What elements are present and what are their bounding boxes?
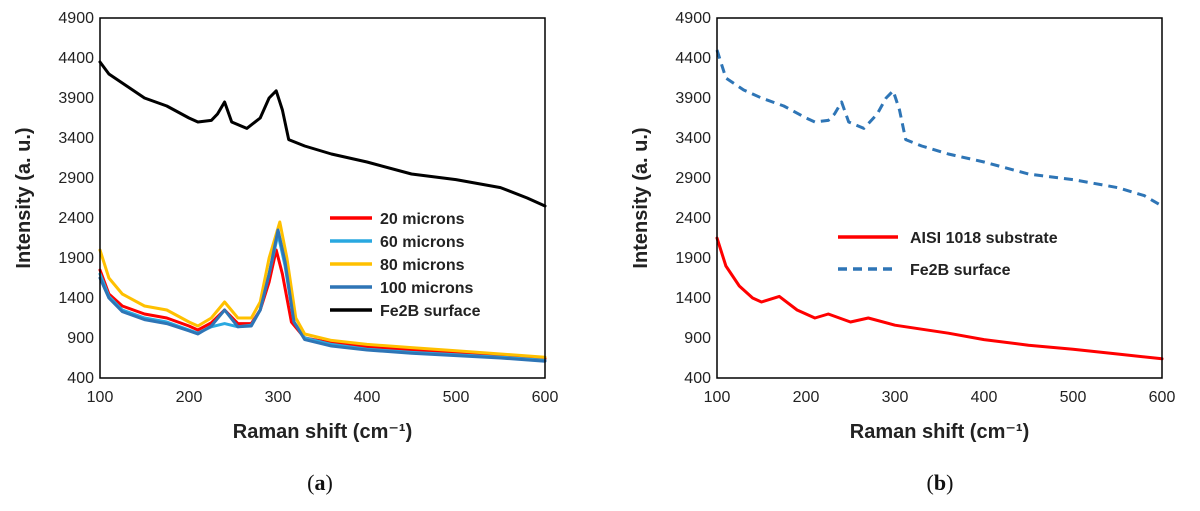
legend-label: 20 microns <box>380 211 465 228</box>
series-line-aisi-1018-substrate <box>715 236 1164 361</box>
plot-frame <box>99 17 546 379</box>
x-tick-label: 500 <box>1060 389 1087 406</box>
x-axis-label: Raman shift (cm⁻¹) <box>850 421 1029 443</box>
series-line-80-microns <box>98 220 547 359</box>
y-tick-label: 4900 <box>675 10 711 27</box>
y-tick-label: 3900 <box>675 90 711 107</box>
legend-label: 80 microns <box>380 257 465 274</box>
series-line-100-microns <box>98 228 547 363</box>
y-tick-label: 1900 <box>58 250 94 267</box>
y-tick-label: 400 <box>67 370 94 387</box>
y-tick-label: 400 <box>684 370 711 387</box>
x-tick-label: 100 <box>87 389 114 406</box>
y-tick-label: 4400 <box>675 50 711 67</box>
x-axis-label: Raman shift (cm⁻¹) <box>233 421 412 443</box>
series-line-fe2b-surface <box>715 49 1163 208</box>
caption-letter: a <box>315 470 326 495</box>
x-tick-label: 200 <box>793 389 820 406</box>
y-tick-label: 3900 <box>58 90 94 107</box>
x-tick-label: 600 <box>1149 389 1176 406</box>
y-tick-label: 900 <box>67 330 94 347</box>
chart-panel-a: 400 900 1400 1900 2400 2900 3400 3900 4400 4900 10… <box>13 10 558 495</box>
y-tick-label: 4400 <box>58 50 94 67</box>
y-tick-label: 3400 <box>58 130 94 147</box>
x-tick-label: 400 <box>354 389 381 406</box>
x-tick-label: 600 <box>532 389 559 406</box>
panel-caption: (a) <box>307 470 333 495</box>
legend-label: 60 microns <box>380 234 465 251</box>
y-tick-label: 2400 <box>675 210 711 227</box>
y-tick-label: 900 <box>684 330 711 347</box>
legend-label: Fe2B surface <box>910 262 1011 279</box>
caption-close: ) <box>326 470 333 495</box>
legend-label: 100 microns <box>380 280 473 297</box>
panel-caption: (b) <box>927 470 954 495</box>
y-tick-label: 4900 <box>58 10 94 27</box>
caption-open: ( <box>927 470 934 495</box>
y-tick-label: 3400 <box>675 130 711 147</box>
chart-panel-b: 400 900 1400 1900 2400 2900 3400 3900 4400 4900 10… <box>630 10 1175 495</box>
y-tick-label: 1400 <box>58 290 94 307</box>
series-line-fe2b-surface <box>98 60 547 208</box>
x-tick-label: 500 <box>443 389 470 406</box>
legend-label: AISI 1018 substrate <box>910 230 1058 247</box>
y-tick-label: 2900 <box>58 170 94 187</box>
x-tick-label: 300 <box>265 389 292 406</box>
legend-label: Fe2B surface <box>380 303 481 320</box>
plot-frame <box>716 17 1163 379</box>
y-tick-label: 2400 <box>58 210 94 227</box>
x-tick-label: 100 <box>704 389 731 406</box>
x-tick-label: 400 <box>971 389 998 406</box>
x-tick-label: 200 <box>176 389 203 406</box>
series-line-60-microns <box>98 232 547 362</box>
y-tick-label: 2900 <box>675 170 711 187</box>
caption-open: ( <box>307 470 314 495</box>
y-axis-label: Intensity (a. u.) <box>630 127 652 268</box>
y-tick-label: 1900 <box>675 250 711 267</box>
y-axis-label: Intensity (a. u.) <box>13 127 35 268</box>
y-tick-label: 1400 <box>675 290 711 307</box>
caption-close: ) <box>946 470 953 495</box>
x-tick-label: 300 <box>882 389 909 406</box>
caption-letter: b <box>934 470 946 495</box>
